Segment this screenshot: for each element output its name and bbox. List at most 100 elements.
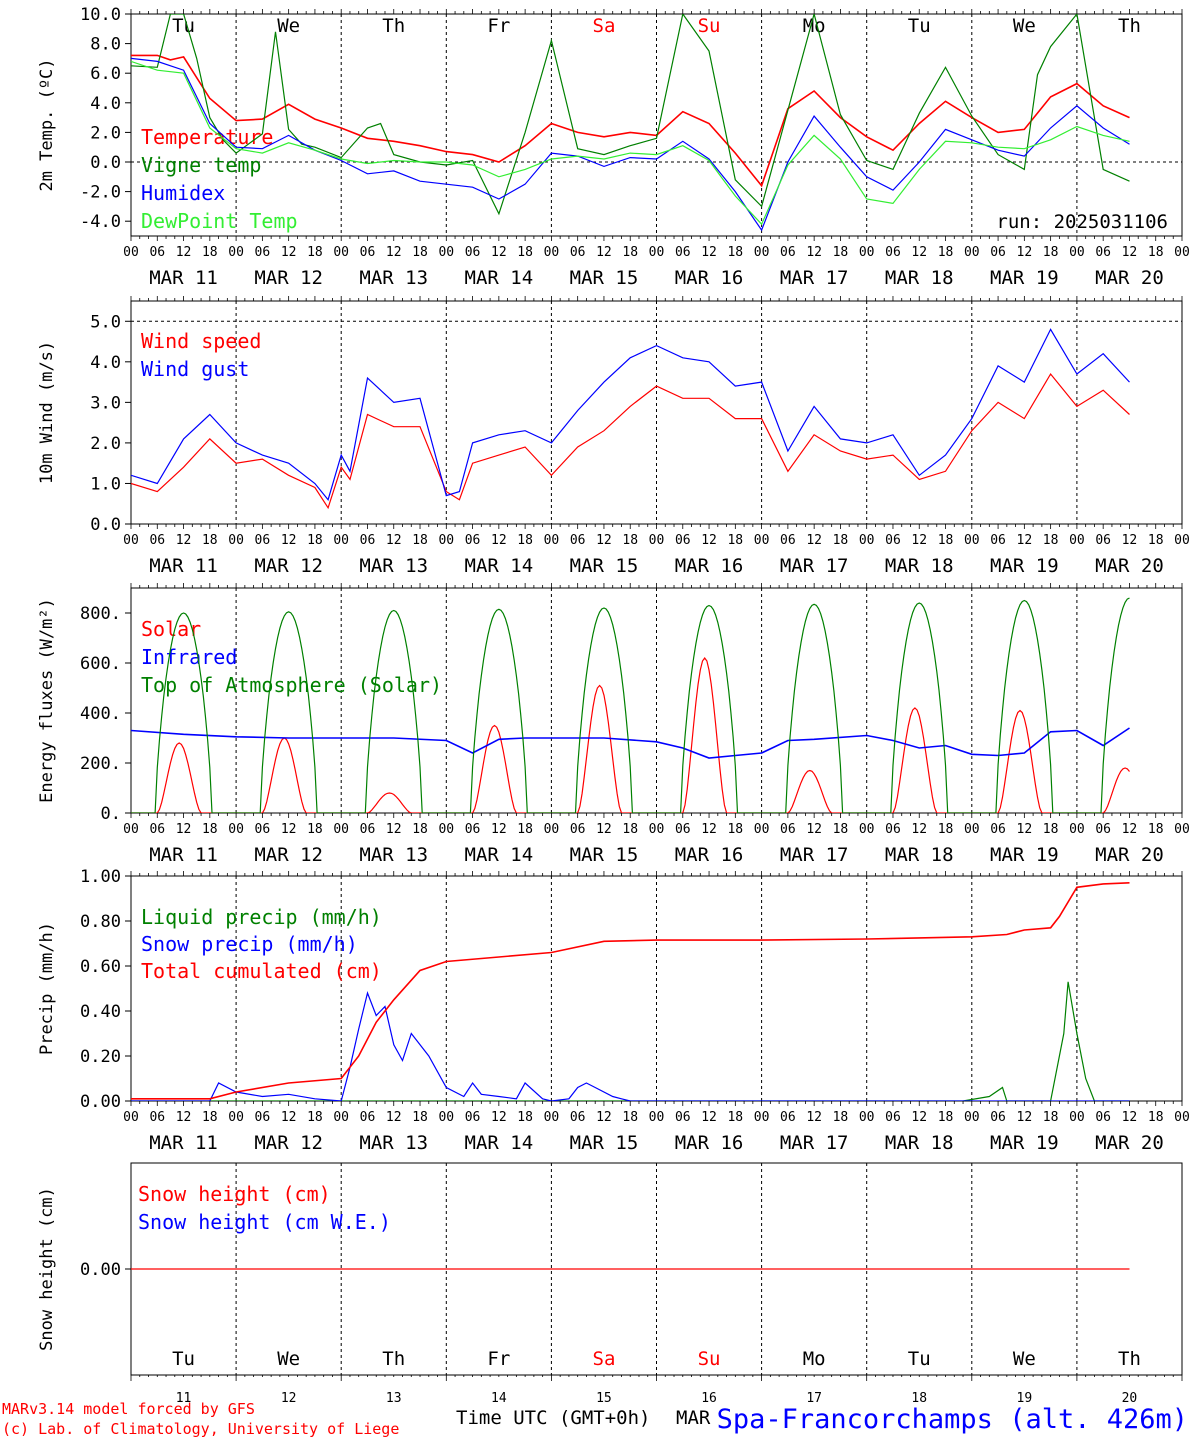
date-label: MAR 19 [990, 844, 1059, 866]
weekday-label: Tu [908, 1348, 931, 1370]
date-label: MAR 16 [675, 555, 744, 577]
date-label: MAR 19 [990, 555, 1059, 577]
hour-label: 18 [307, 533, 323, 548]
hour-label: 12 [281, 1110, 297, 1125]
hour-label: 00 [123, 822, 139, 837]
hour-label: 12 [596, 822, 612, 837]
hour-label: 00 [544, 822, 560, 837]
weekday-label: Su [698, 15, 721, 37]
hour-label: 18 [307, 245, 323, 260]
legend-entry: Snow height (cm) [138, 1182, 331, 1206]
hour-label: 12 [911, 533, 927, 548]
hour-label: 18 [1148, 533, 1164, 548]
y-tick-label: 600. [80, 654, 121, 674]
hour-label: 00 [123, 245, 139, 260]
hour-label: 12 [176, 822, 192, 837]
y-tick-label: 5.0 [90, 312, 121, 332]
hour-label: 00 [123, 533, 139, 548]
date-label: MAR 20 [1095, 1132, 1164, 1154]
hour-label: 06 [885, 245, 901, 260]
hour-label: 06 [149, 533, 165, 548]
hour-label: 18 [1043, 1110, 1059, 1125]
hour-label: 06 [465, 822, 481, 837]
date-label: MAR 15 [570, 1132, 639, 1154]
hour-label: 00 [964, 533, 980, 548]
hour-label: 06 [360, 822, 376, 837]
legend-entry: Top of Atmosphere (Solar) [141, 673, 442, 697]
hour-label: 18 [622, 822, 638, 837]
hour-label: 00 [438, 822, 454, 837]
hour-label: 18 [307, 822, 323, 837]
hour-label: 18 [727, 533, 743, 548]
hour-label: 06 [149, 245, 165, 260]
hour-label: 00 [1069, 822, 1085, 837]
date-label: MAR 14 [465, 267, 534, 289]
weekday-label: Th [1118, 1348, 1141, 1370]
panel-frame-wind [130, 300, 1183, 525]
series-line-dewpoint-temp [131, 60, 1130, 226]
hour-label: 18 [833, 245, 849, 260]
hour-label: 06 [1095, 822, 1111, 837]
legend-entry: Snow precip (mm/h) [141, 932, 358, 956]
hour-label: 18 [517, 245, 533, 260]
day-number-label: 16 [701, 1391, 717, 1406]
date-label: MAR 20 [1095, 267, 1164, 289]
weekday-label: We [1013, 15, 1036, 37]
date-label: MAR 14 [465, 844, 534, 866]
hour-label: 00 [859, 822, 875, 837]
hour-label: 00 [964, 822, 980, 837]
hour-label: 12 [1122, 1110, 1138, 1125]
hour-label: 12 [386, 1110, 402, 1125]
date-label: MAR 20 [1095, 844, 1164, 866]
hour-label: 18 [1148, 1110, 1164, 1125]
legend-entry: Snow height (cm W.E.) [138, 1210, 391, 1234]
hour-label: 06 [465, 1110, 481, 1125]
hour-label: 12 [176, 1110, 192, 1125]
day-number-label: 12 [281, 1391, 297, 1406]
hour-label: 18 [833, 822, 849, 837]
hour-label: 12 [596, 533, 612, 548]
date-label: MAR 17 [780, 267, 849, 289]
legend-entry: Liquid precip (mm/h) [141, 905, 382, 929]
hour-label: 06 [990, 1110, 1006, 1125]
hour-label: 12 [1017, 822, 1033, 837]
hour-label: 18 [517, 822, 533, 837]
hour-label: 12 [386, 533, 402, 548]
hour-label: 18 [727, 245, 743, 260]
hour-label: 12 [806, 1110, 822, 1125]
hour-label: 18 [833, 533, 849, 548]
series-line-humidex [131, 57, 1130, 232]
panel-frame-energy [130, 587, 1183, 814]
hour-label: 00 [438, 1110, 454, 1125]
date-label: MAR 12 [254, 267, 323, 289]
date-label: MAR 15 [570, 555, 639, 577]
hour-label: 12 [386, 245, 402, 260]
hour-label: 06 [780, 533, 796, 548]
hour-label: 00 [649, 822, 665, 837]
hour-label: 12 [1122, 533, 1138, 548]
hour-label: 18 [938, 822, 954, 837]
hour-label: 00 [1069, 533, 1085, 548]
y-tick-label: 0.0 [90, 153, 121, 173]
hour-label: 18 [202, 533, 218, 548]
y-tick-label: -4.0 [80, 212, 121, 232]
hour-label: 18 [412, 1110, 428, 1125]
hour-label: 00 [333, 822, 349, 837]
hour-label: 18 [202, 245, 218, 260]
weekday-label: We [277, 15, 300, 37]
hour-label: 06 [1095, 245, 1111, 260]
y-tick-label: 0.40 [80, 1002, 121, 1022]
hour-label: 06 [780, 1110, 796, 1125]
date-label: MAR 16 [675, 844, 744, 866]
hour-label: 18 [517, 1110, 533, 1125]
day-number-label: 17 [806, 1391, 822, 1406]
hour-label: 06 [465, 533, 481, 548]
hour-label: 18 [202, 1110, 218, 1125]
date-label: MAR 18 [885, 555, 954, 577]
hour-label: 06 [149, 1110, 165, 1125]
series-line-snow-precip-mm-h- [131, 991, 1130, 1101]
hour-label: 00 [1174, 822, 1190, 837]
hour-label: 00 [754, 822, 770, 837]
hour-label: 06 [780, 822, 796, 837]
